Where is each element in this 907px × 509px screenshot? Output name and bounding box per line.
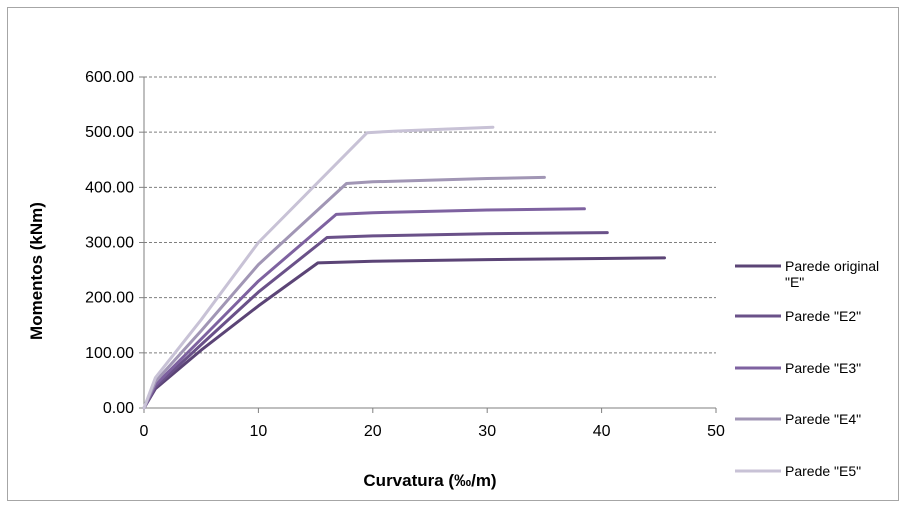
y-axis-title: Momentos (kNm) — [27, 202, 46, 340]
x-tick-label: 20 — [364, 423, 382, 440]
series-line-4 — [142, 175, 546, 410]
x-tick-label: 0 — [140, 423, 149, 440]
y-tick-label: 600.00 — [85, 69, 134, 86]
y-tick-label: 200.00 — [85, 290, 134, 307]
y-tick-label: 300.00 — [85, 235, 134, 252]
y-tick-label: 100.00 — [85, 345, 134, 362]
series-line-5 — [142, 125, 495, 410]
legend-label: Parede "E5" — [785, 463, 861, 479]
axes — [139, 76, 717, 413]
series-lines — [142, 125, 666, 410]
y-tick-label: 500.00 — [85, 124, 134, 141]
legend-label: Parede original "E" — [785, 258, 879, 290]
series-line-1 — [142, 256, 666, 410]
y-tick-labels: 0.00 100.00 200.00 300.00 400.00 500.00 600.00 — [85, 69, 134, 417]
x-tick-label: 50 — [707, 423, 725, 440]
x-tick-label: 10 — [250, 423, 268, 440]
x-tick-labels: 0 10 20 30 40 50 — [140, 423, 725, 440]
x-tick-label: 40 — [593, 423, 611, 440]
legend-label: Parede "E3" — [785, 360, 861, 376]
y-tick-label: 0.00 — [103, 400, 134, 417]
gridlines — [144, 76, 716, 354]
series-line-2 — [142, 231, 609, 410]
x-axis-title: Curvatura (‰/m) — [363, 471, 496, 490]
series-line-3 — [142, 207, 586, 410]
x-tick-label: 30 — [478, 423, 496, 440]
y-tick-label: 400.00 — [85, 179, 134, 196]
legend-label: Parede "E4" — [785, 411, 861, 427]
legend: Parede original "E" Parede "E2" Parede "E3"… — [735, 258, 879, 479]
legend-label: Parede "E2" — [785, 308, 861, 324]
